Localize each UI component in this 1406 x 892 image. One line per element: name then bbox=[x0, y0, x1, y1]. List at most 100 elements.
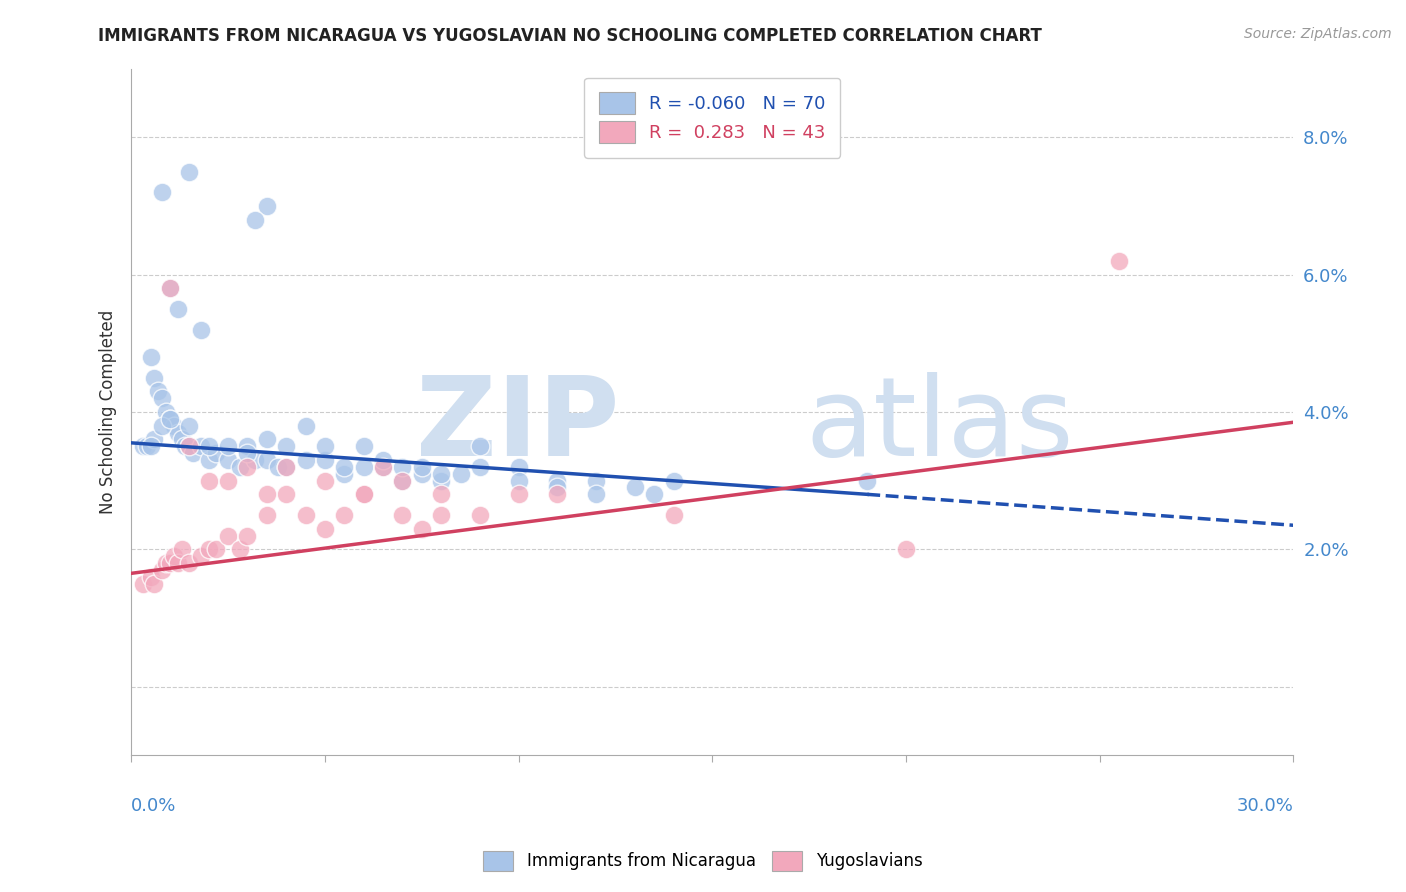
Point bbox=[205, 446, 228, 460]
Point bbox=[314, 453, 336, 467]
Point bbox=[179, 164, 201, 178]
Point bbox=[236, 528, 259, 542]
Point bbox=[245, 212, 267, 227]
Point bbox=[148, 384, 170, 399]
Point bbox=[135, 439, 157, 453]
Point bbox=[624, 481, 647, 495]
Point bbox=[585, 474, 607, 488]
Point bbox=[139, 570, 162, 584]
Point bbox=[174, 439, 197, 453]
Point bbox=[468, 439, 491, 453]
Point bbox=[150, 185, 173, 199]
Point bbox=[430, 487, 453, 501]
Point bbox=[256, 433, 278, 447]
Point bbox=[217, 528, 239, 542]
Point bbox=[643, 487, 665, 501]
Point bbox=[166, 425, 188, 440]
Point bbox=[333, 459, 356, 474]
Point bbox=[546, 481, 568, 495]
Point bbox=[333, 467, 356, 481]
Point bbox=[217, 439, 239, 453]
Point bbox=[276, 439, 298, 453]
Legend: R = -0.060   N = 70, R =  0.283   N = 43: R = -0.060 N = 70, R = 0.283 N = 43 bbox=[585, 78, 841, 158]
Point bbox=[411, 459, 433, 474]
Point bbox=[294, 418, 316, 433]
Point bbox=[143, 576, 166, 591]
Point bbox=[190, 439, 212, 453]
Point bbox=[585, 487, 607, 501]
Point bbox=[353, 487, 375, 501]
Point bbox=[508, 474, 530, 488]
Point bbox=[371, 459, 394, 474]
Point bbox=[163, 418, 186, 433]
Point bbox=[179, 556, 201, 570]
Text: IMMIGRANTS FROM NICARAGUA VS YUGOSLAVIAN NO SCHOOLING COMPLETED CORRELATION CHAR: IMMIGRANTS FROM NICARAGUA VS YUGOSLAVIAN… bbox=[98, 27, 1042, 45]
Point bbox=[468, 508, 491, 522]
Point bbox=[197, 474, 219, 488]
Point bbox=[155, 556, 177, 570]
Point bbox=[159, 556, 181, 570]
Point bbox=[353, 459, 375, 474]
Point bbox=[314, 522, 336, 536]
Point bbox=[159, 281, 181, 295]
Point bbox=[245, 453, 267, 467]
Point bbox=[314, 474, 336, 488]
Text: 0.0%: 0.0% bbox=[131, 797, 177, 814]
Point bbox=[236, 446, 259, 460]
Point bbox=[150, 418, 173, 433]
Point bbox=[256, 508, 278, 522]
Point bbox=[294, 508, 316, 522]
Point bbox=[546, 487, 568, 501]
Point bbox=[132, 439, 155, 453]
Point bbox=[371, 459, 394, 474]
Point bbox=[411, 467, 433, 481]
Point bbox=[181, 446, 204, 460]
Point bbox=[229, 459, 252, 474]
Point bbox=[430, 467, 453, 481]
Point bbox=[166, 301, 188, 316]
Point bbox=[179, 439, 201, 453]
Point bbox=[236, 439, 259, 453]
Point bbox=[197, 453, 219, 467]
Point bbox=[155, 405, 177, 419]
Point bbox=[856, 474, 879, 488]
Point bbox=[132, 576, 155, 591]
Point bbox=[411, 522, 433, 536]
Point bbox=[197, 542, 219, 557]
Point bbox=[353, 439, 375, 453]
Point bbox=[353, 487, 375, 501]
Point bbox=[276, 459, 298, 474]
Point bbox=[170, 433, 193, 447]
Point bbox=[217, 453, 239, 467]
Point bbox=[139, 439, 162, 453]
Point bbox=[546, 474, 568, 488]
Point bbox=[662, 508, 685, 522]
Y-axis label: No Schooling Completed: No Schooling Completed bbox=[100, 310, 117, 514]
Legend: Immigrants from Nicaragua, Yugoslavians: Immigrants from Nicaragua, Yugoslavians bbox=[475, 842, 931, 880]
Point bbox=[205, 542, 228, 557]
Point bbox=[371, 453, 394, 467]
Point bbox=[662, 474, 685, 488]
Point bbox=[256, 453, 278, 467]
Point bbox=[430, 474, 453, 488]
Point bbox=[267, 459, 290, 474]
Point bbox=[1108, 253, 1130, 268]
Point bbox=[276, 459, 298, 474]
Point bbox=[143, 433, 166, 447]
Point bbox=[391, 459, 413, 474]
Text: ZIP: ZIP bbox=[416, 372, 620, 479]
Point bbox=[256, 199, 278, 213]
Point bbox=[217, 474, 239, 488]
Point bbox=[430, 508, 453, 522]
Point bbox=[391, 508, 413, 522]
Point bbox=[314, 439, 336, 453]
Point bbox=[166, 556, 188, 570]
Text: Source: ZipAtlas.com: Source: ZipAtlas.com bbox=[1244, 27, 1392, 41]
Point bbox=[139, 350, 162, 364]
Point bbox=[143, 370, 166, 384]
Point bbox=[163, 549, 186, 564]
Point bbox=[159, 281, 181, 295]
Point bbox=[294, 453, 316, 467]
Point bbox=[150, 563, 173, 577]
Point bbox=[179, 439, 201, 453]
